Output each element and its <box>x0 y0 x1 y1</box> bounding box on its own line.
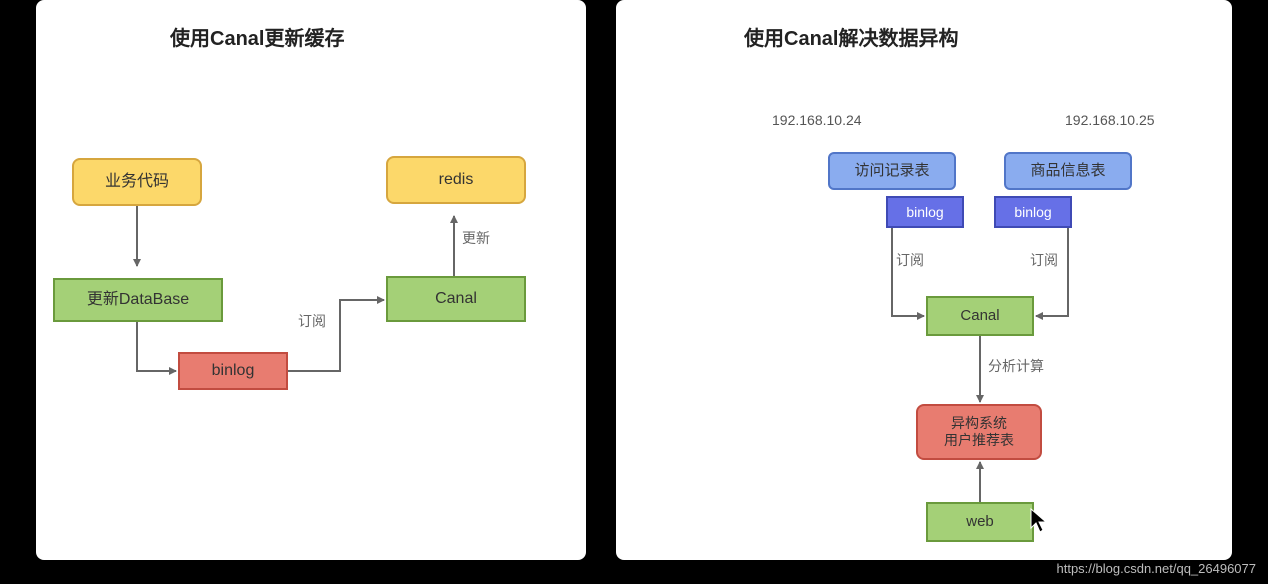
right-node-canal: Canal <box>926 296 1034 336</box>
right-node-binlogR: binlog <box>994 196 1072 228</box>
left-edge-label-3: 更新 <box>462 228 490 248</box>
right-edge-label-1: 订阅 <box>1030 250 1058 270</box>
left-edge-1 <box>137 322 176 371</box>
right-node-web: web <box>926 502 1034 542</box>
left-node-redis: redis <box>386 156 526 204</box>
right-node-binlogL: binlog <box>886 196 964 228</box>
cursor-icon <box>1030 508 1048 534</box>
right-node-goods: 商品信息表 <box>1004 152 1132 190</box>
left-node-canal: Canal <box>386 276 526 322</box>
right-edge-label-2: 分析计算 <box>988 356 1044 376</box>
right-edge-1 <box>1036 228 1068 316</box>
right-edge-label-0: 订阅 <box>896 250 924 270</box>
right-edge-0 <box>892 228 924 316</box>
stage: 使用Canal更新缓存 使用Canal解决数据异构 192.168.10.24 … <box>0 0 1268 584</box>
right-node-hetero: 异构系统 用户推荐表 <box>916 404 1042 460</box>
left-edge-label-2: 订阅 <box>298 311 326 331</box>
attribution-text: https://blog.csdn.net/qq_26496077 <box>1057 561 1257 576</box>
right-node-visit: 访问记录表 <box>828 152 956 190</box>
left-node-biz: 业务代码 <box>72 158 202 206</box>
left-node-binlog: binlog <box>178 352 288 390</box>
surface: 业务代码更新DataBase binlog Canal redis 访问记录表 商品信息表… <box>0 0 1268 584</box>
left-node-db: 更新DataBase <box>53 278 223 322</box>
